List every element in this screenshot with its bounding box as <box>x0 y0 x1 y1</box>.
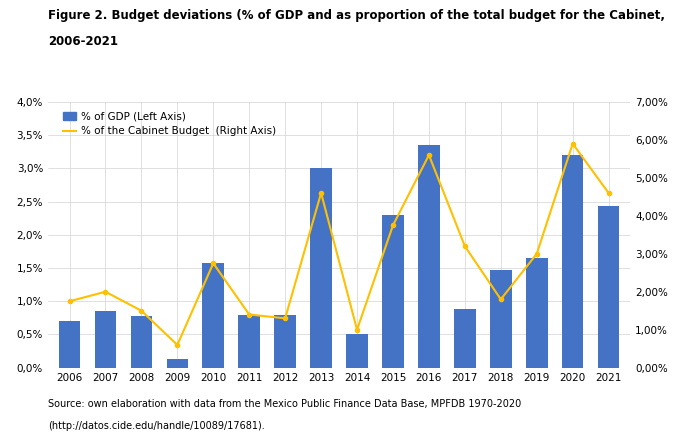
Bar <box>203 263 224 368</box>
Bar <box>454 309 475 368</box>
Bar <box>59 321 80 368</box>
Bar <box>598 206 619 368</box>
Bar <box>382 215 403 368</box>
Text: Figure 2. Budget deviations (% of GDP and as proportion of the total budget for : Figure 2. Budget deviations (% of GDP an… <box>48 9 665 22</box>
Text: Source: own elaboration with data from the Mexico Public Finance Data Base, MPFD: Source: own elaboration with data from t… <box>48 399 521 409</box>
Bar <box>166 359 188 368</box>
Text: 2006-2021: 2006-2021 <box>48 35 118 48</box>
Bar <box>310 168 332 368</box>
Bar <box>275 315 296 368</box>
Bar <box>238 315 260 368</box>
Bar <box>490 270 512 368</box>
Text: (http://datos.cide.edu/handle/10089/17681).: (http://datos.cide.edu/handle/10089/1768… <box>48 421 264 431</box>
Bar <box>526 258 547 368</box>
Bar <box>131 316 152 368</box>
Bar <box>562 155 584 368</box>
Bar <box>418 145 440 368</box>
Bar <box>95 311 116 368</box>
Legend: % of GDP (Left Axis), % of the Cabinet Budget  (Right Axis): % of GDP (Left Axis), % of the Cabinet B… <box>59 107 280 140</box>
Bar <box>346 334 368 368</box>
